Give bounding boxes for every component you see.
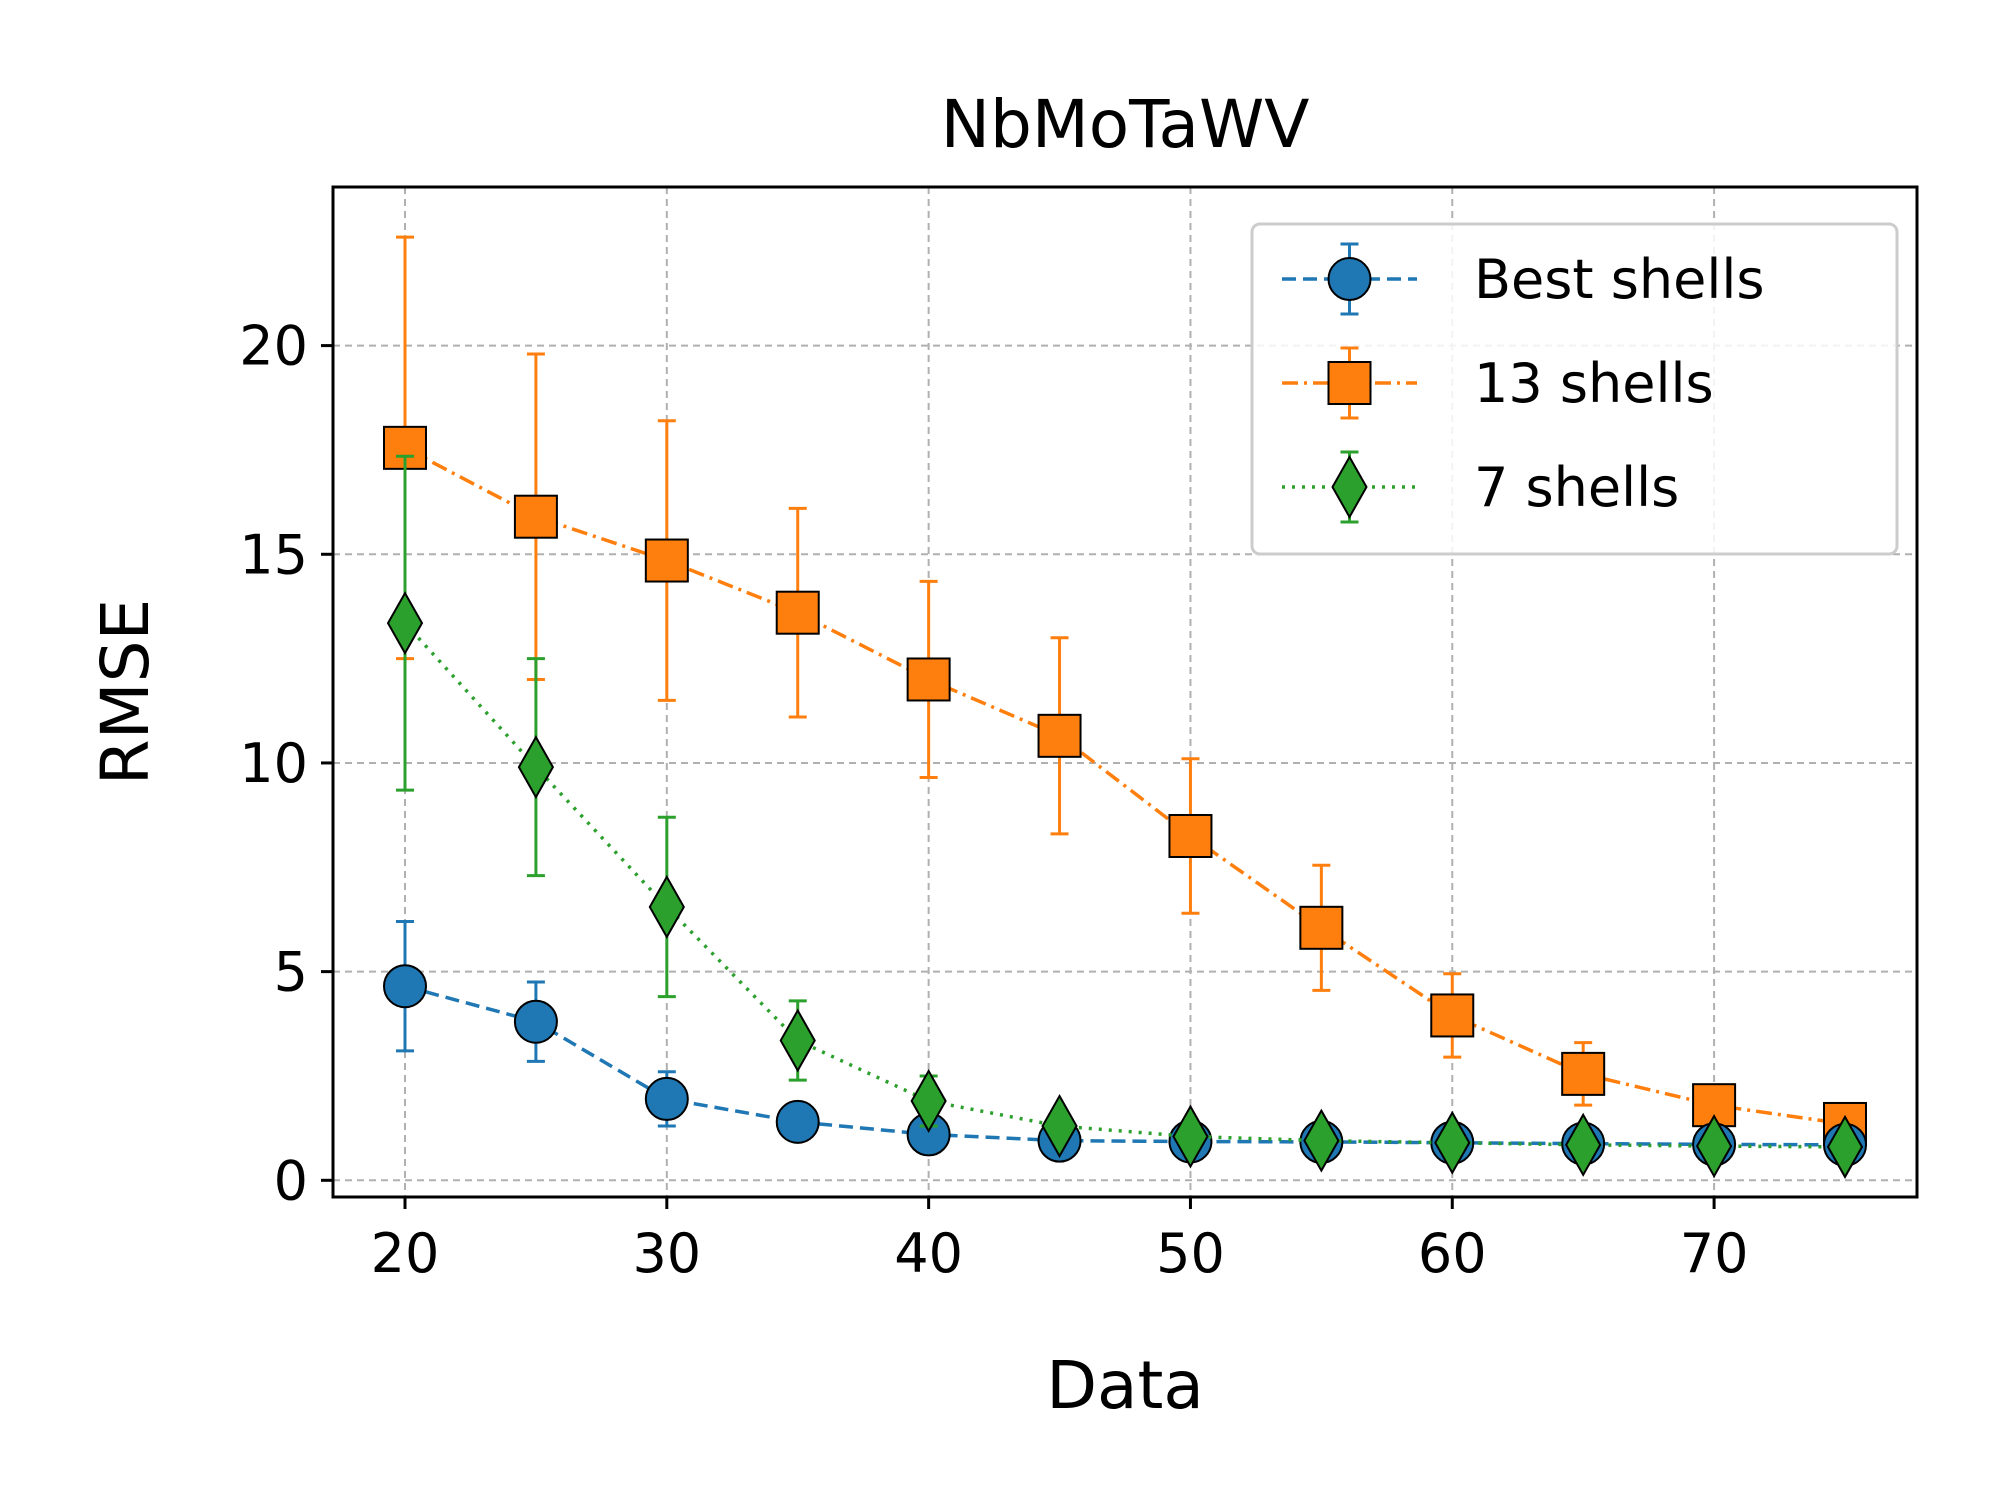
y-tick-label: 0 — [274, 1149, 308, 1212]
legend: Best shells 13 shells 7 shells — [1250, 222, 1899, 556]
series-layer — [383, 235, 1867, 1179]
data-point — [1561, 1051, 1606, 1096]
x-tick-label: 60 — [1418, 1222, 1487, 1285]
legend-marker — [1327, 361, 1372, 405]
data-point — [1303, 1108, 1340, 1173]
data-point — [644, 1076, 689, 1121]
legend-label: 13 shells — [1474, 352, 1714, 415]
legend-box — [1250, 222, 1899, 556]
x-tick-label: 50 — [1156, 1222, 1225, 1285]
y-tick-label: 10 — [239, 732, 308, 795]
plot-frame — [331, 185, 1919, 1199]
x-tick-label: 70 — [1680, 1222, 1749, 1285]
data-point — [1037, 713, 1082, 758]
data-point — [775, 1099, 820, 1144]
data-point — [513, 999, 558, 1044]
x-tick-label: 40 — [894, 1222, 963, 1285]
data-point — [1565, 1112, 1602, 1177]
legend-label: Best shells — [1474, 248, 1764, 311]
legend-entry-2: 7 shells — [1282, 450, 1679, 524]
data-point — [644, 538, 689, 583]
y-tick-label: 15 — [239, 523, 308, 586]
legend-label: 7 shells — [1474, 456, 1679, 519]
data-point — [906, 657, 951, 702]
axes: 20 30 40 50 60 70 0 5 10 15 20 — [239, 315, 1748, 1285]
legend-marker — [1331, 454, 1368, 520]
data-point — [1041, 1094, 1078, 1159]
data-point — [1168, 813, 1213, 858]
x-axis-title: Data — [1046, 1347, 1204, 1424]
series-1 — [383, 235, 1867, 1146]
data-point — [1430, 993, 1475, 1038]
data-point — [386, 591, 424, 656]
data-point — [910, 1068, 947, 1134]
data-point — [648, 874, 685, 939]
data-point — [779, 1008, 816, 1073]
data-point — [513, 494, 558, 539]
y-tick-label: 5 — [274, 941, 308, 1004]
data-point — [1299, 905, 1344, 950]
legend-marker — [1327, 257, 1372, 301]
data-point — [1434, 1110, 1471, 1175]
x-tick-label: 20 — [371, 1222, 440, 1285]
legend-entry-0: Best shells — [1282, 242, 1764, 316]
series-2 — [386, 454, 1864, 1179]
y-tick-label: 20 — [239, 315, 308, 378]
legend-entry-1: 13 shells — [1282, 346, 1714, 420]
chart-title: NbMoTaWV — [941, 86, 1310, 163]
data-point — [383, 964, 427, 1009]
data-point — [775, 590, 820, 635]
data-point — [1172, 1104, 1209, 1169]
data-point — [517, 735, 555, 800]
data-point — [1695, 1114, 1733, 1179]
y-axis-title: RMSE — [87, 599, 164, 785]
x-tick-label: 30 — [632, 1222, 701, 1285]
data-point — [1826, 1114, 1864, 1179]
